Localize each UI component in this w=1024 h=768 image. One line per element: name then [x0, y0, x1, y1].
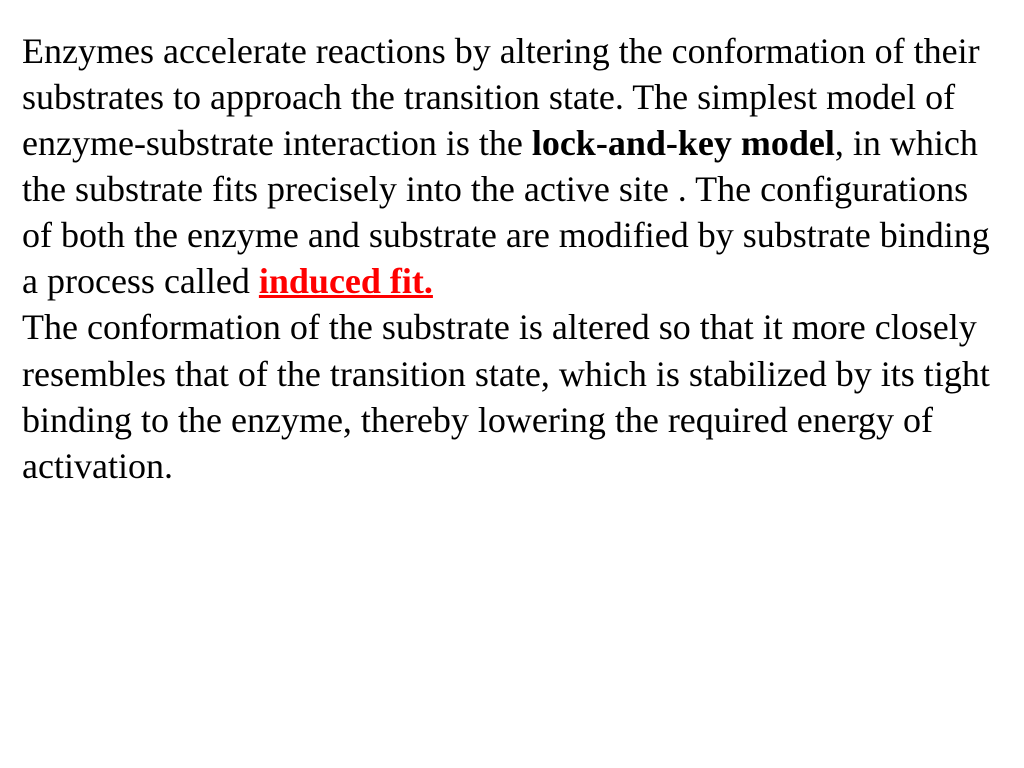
- slide: Enzymes accelerate reactions by altering…: [0, 0, 1024, 768]
- text-run-3: The conformation of the substrate is alt…: [22, 307, 990, 485]
- body-paragraph: Enzymes accelerate reactions by altering…: [22, 28, 1000, 489]
- bold-term-lock-and-key: lock-and-key model: [532, 123, 835, 163]
- link-induced-fit[interactable]: induced fit.: [259, 261, 433, 301]
